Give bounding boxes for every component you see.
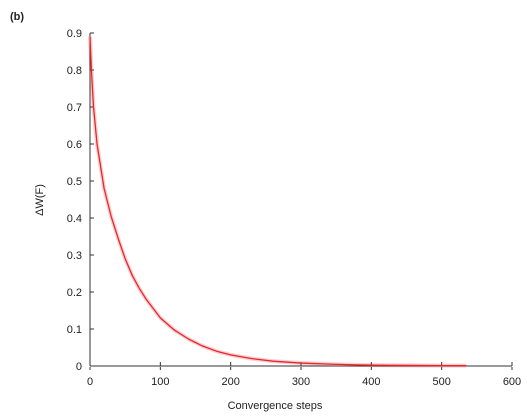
x-axis-label: Convergence steps xyxy=(228,400,323,412)
y-axis-ticks: 0 0.1 0.2 0.3 0.4 0.5 0.6 0.7 0.8 0.9 xyxy=(67,28,94,373)
y-axis-label: ΔW(F) xyxy=(34,184,46,216)
y-tick-label: 0.2 xyxy=(67,287,82,299)
x-tick-label: 200 xyxy=(221,376,239,388)
series-layer xyxy=(88,36,467,368)
x-tick-label: 300 xyxy=(292,376,310,388)
x-tick-label: 600 xyxy=(503,376,521,388)
x-tick-label: 100 xyxy=(151,376,169,388)
panel-label: (b) xyxy=(10,11,24,23)
y-tick-label: 0.9 xyxy=(67,28,82,40)
y-tick-label: 0.8 xyxy=(67,65,82,77)
y-tick-label: 0.5 xyxy=(67,176,82,188)
x-tick-label: 400 xyxy=(362,376,380,388)
y-tick-label: 0.1 xyxy=(67,324,82,336)
y-tick-label: 0 xyxy=(76,361,82,373)
y-tick-label: 0.6 xyxy=(67,139,82,151)
y-tick-label: 0.4 xyxy=(67,213,82,225)
y-tick-label: 0.3 xyxy=(67,250,82,262)
x-tick-label: 0 xyxy=(87,376,93,388)
x-tick-label: 500 xyxy=(432,376,450,388)
series-line xyxy=(89,36,467,367)
y-tick-label: 0.7 xyxy=(67,102,82,114)
